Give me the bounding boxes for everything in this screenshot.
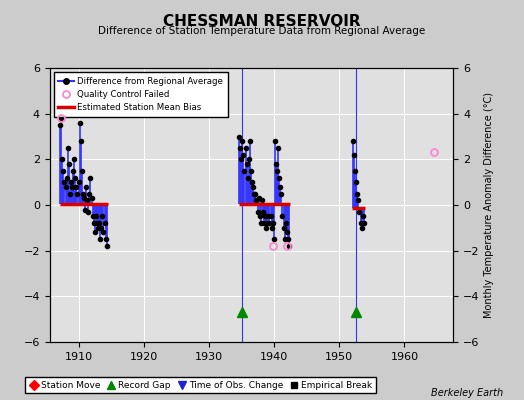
Legend: Difference from Regional Average, Quality Control Failed, Estimated Station Mean: Difference from Regional Average, Qualit… <box>54 72 227 116</box>
Text: Berkeley Earth: Berkeley Earth <box>431 388 503 398</box>
Text: CHESSMAN RESERVOIR: CHESSMAN RESERVOIR <box>163 14 361 29</box>
Y-axis label: Monthly Temperature Anomaly Difference (°C): Monthly Temperature Anomaly Difference (… <box>484 92 494 318</box>
Legend: Station Move, Record Gap, Time of Obs. Change, Empirical Break: Station Move, Record Gap, Time of Obs. C… <box>26 377 376 394</box>
Text: Difference of Station Temperature Data from Regional Average: Difference of Station Temperature Data f… <box>99 26 425 36</box>
